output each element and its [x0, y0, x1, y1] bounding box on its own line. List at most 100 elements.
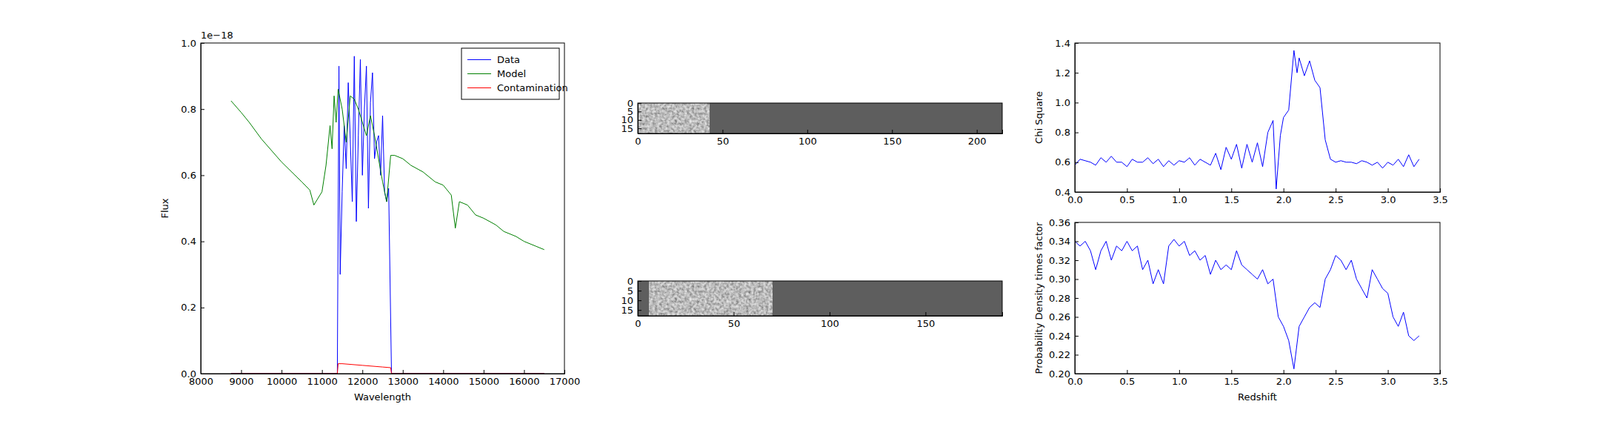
- x-tick-label: 1.0: [1171, 375, 1188, 387]
- plot-area: [1074, 50, 1420, 189]
- y-tick-mark: [200, 307, 205, 309]
- x-tick-mark: [241, 369, 243, 374]
- x-tick-mark: [1388, 369, 1389, 374]
- x-tick-label: 13000: [388, 375, 419, 387]
- line-chart: 0.00.51.01.52.02.53.03.50.200.220.240.26…: [1033, 217, 1449, 403]
- y-tick: 0.22: [1048, 348, 1079, 360]
- x-tick-mark: [1231, 188, 1232, 192]
- y-tick-label: 0.24: [1048, 330, 1071, 342]
- image-background: [637, 280, 1003, 316]
- x-tick: 13000: [388, 369, 419, 387]
- x-axis: 0.00.51.01.52.02.53.03.5: [1067, 188, 1449, 206]
- x-tick-label: 0: [634, 135, 641, 147]
- y-tick-label: 0.4: [1054, 186, 1071, 198]
- legend: DataModelContamination: [461, 48, 569, 100]
- y-tick-mark: [1074, 279, 1079, 280]
- x-tick: 10000: [266, 369, 298, 387]
- y-tick-label: 15: [620, 122, 634, 135]
- y-tick-mark: [637, 128, 642, 129]
- image-data: [649, 280, 773, 316]
- y-tick-label: 1.0: [1054, 97, 1071, 109]
- y-tick-label: 0.22: [1048, 348, 1071, 360]
- x-tick-label: 0.5: [1120, 194, 1136, 206]
- x-tick-mark: [1335, 188, 1337, 192]
- x-tick-label: 11000: [306, 375, 338, 387]
- x-tick: 0.5: [1120, 369, 1136, 387]
- y-tick-mark: [200, 174, 205, 176]
- y-tick-mark: [1074, 260, 1079, 261]
- x-tick: 100: [820, 311, 840, 329]
- y-tick-label: 0.32: [1048, 254, 1071, 266]
- x-tick: 150: [917, 311, 936, 329]
- legend-swatch: [467, 87, 492, 89]
- plot-area: [637, 102, 1003, 134]
- x-tick-mark: [1335, 369, 1337, 374]
- y-tick: 0.30: [1048, 273, 1079, 285]
- x-tick: 1.5: [1223, 369, 1240, 387]
- y-tick: 15: [620, 122, 642, 135]
- x-tick-label: 1.5: [1223, 375, 1240, 387]
- y-tick-label: 1.2: [1054, 67, 1071, 79]
- legend-swatch: [467, 73, 492, 75]
- y-axis-title: Chi Square: [1033, 91, 1045, 144]
- x-tick-mark: [442, 369, 444, 374]
- x-axis: 050100150200: [634, 129, 1003, 147]
- plot-area: [637, 280, 1003, 316]
- x-tick-mark: [1179, 188, 1180, 192]
- x-tick-label: 12000: [347, 375, 378, 387]
- image-chart: 050100150200051015: [620, 97, 1003, 148]
- y-axis-title: Probability Density times factor: [1033, 221, 1045, 374]
- x-tick-label: 50: [728, 317, 741, 329]
- image-background: [637, 102, 1003, 134]
- x-tick: 2.0: [1276, 369, 1292, 387]
- x-tick-label: 3.0: [1380, 194, 1397, 206]
- y-axis: 0.200.220.240.260.280.300.320.340.36: [1048, 217, 1079, 380]
- y-tick: 0.20: [1048, 368, 1079, 380]
- y-tick-mark: [200, 108, 205, 110]
- x-tick: 200: [968, 129, 987, 147]
- plot-area: [231, 56, 545, 374]
- y-tick-label: 15: [620, 304, 634, 316]
- y-axis: 051015: [620, 275, 642, 317]
- y-tick-label: 0.36: [1048, 217, 1071, 229]
- y-axis-line: [1075, 222, 1080, 375]
- y-tick-label: 0.8: [1054, 126, 1071, 138]
- y-tick-label: 0.6: [180, 169, 197, 181]
- x-axis: 050100150: [634, 311, 1003, 329]
- y-tick: 0.36: [1048, 217, 1079, 229]
- y-tick-label: 0.20: [1048, 368, 1071, 380]
- x-tick-mark: [891, 129, 893, 134]
- y-tick-mark: [1074, 354, 1079, 356]
- x-tick-label: 100: [820, 317, 840, 329]
- x-tick-mark: [523, 369, 525, 374]
- series-line: [231, 56, 545, 374]
- x-tick-mark: [1388, 188, 1389, 192]
- y-axis-line: [1075, 43, 1080, 193]
- x-tick-label: 100: [798, 135, 818, 147]
- y-tick-mark: [1074, 72, 1079, 74]
- y-tick-mark: [1074, 297, 1079, 299]
- y-tick-label: 0.34: [1048, 235, 1071, 247]
- x-tick: 1.0: [1171, 369, 1188, 387]
- series-line: [231, 363, 545, 374]
- x-tick-mark: [977, 129, 978, 134]
- plot-frame: [1074, 222, 1440, 374]
- plot-frame: [637, 102, 1003, 134]
- y-tick-label: 0.6: [1054, 156, 1071, 168]
- y-tick-mark: [1074, 317, 1079, 318]
- legend-label: Model: [497, 68, 526, 80]
- offset-label: 1e−18: [200, 29, 234, 41]
- x-tick-mark: [1283, 188, 1285, 192]
- x-tick-mark: [1126, 188, 1128, 192]
- x-axis-title: Wavelength: [354, 391, 412, 403]
- x-tick-label: 3.5: [1432, 375, 1449, 387]
- x-tick: 50: [728, 311, 741, 329]
- y-tick: 15: [620, 304, 642, 316]
- x-tick-label: 50: [717, 135, 730, 147]
- x-tick-label: 17000: [549, 375, 580, 387]
- x-tick-mark: [1179, 369, 1180, 374]
- x-tick-label: 2.0: [1276, 375, 1292, 387]
- x-tick-label: 16000: [508, 375, 540, 387]
- series-line: [231, 88, 545, 249]
- x-tick: 16000: [508, 369, 540, 387]
